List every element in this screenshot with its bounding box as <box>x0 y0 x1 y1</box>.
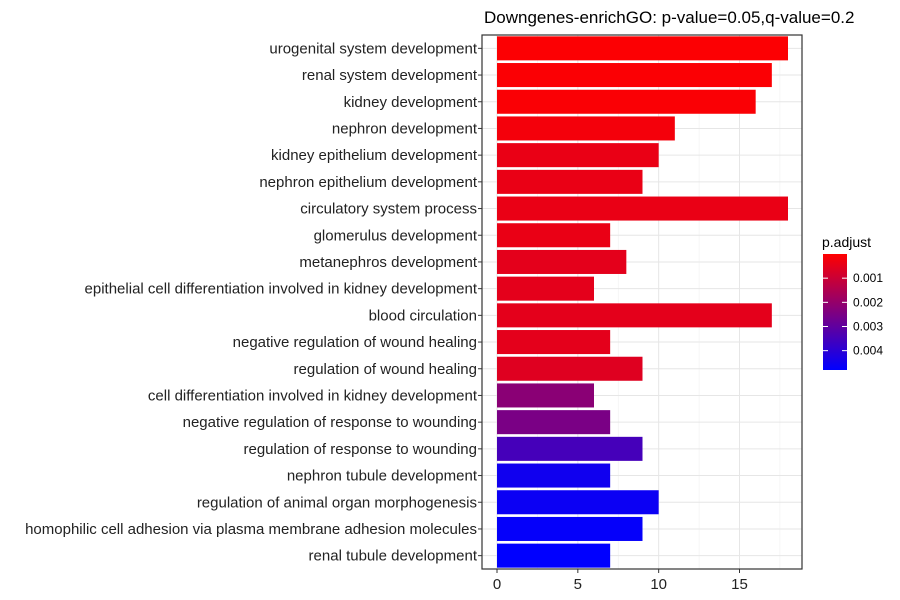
category-label: metanephros development <box>299 254 477 271</box>
bar <box>497 249 627 274</box>
bar <box>497 169 643 194</box>
bar <box>497 143 659 168</box>
x-tick-label: 0 <box>493 576 501 593</box>
legend-colorbar <box>823 254 847 370</box>
category-label: urogenital system development <box>269 40 477 57</box>
bar <box>497 196 788 221</box>
bar <box>497 36 788 61</box>
category-label: negative regulation of wound healing <box>233 334 477 351</box>
category-label: negative regulation of response to wound… <box>183 414 477 431</box>
bar <box>497 383 594 408</box>
category-label: nephron tubule development <box>287 468 478 485</box>
bar <box>497 463 611 488</box>
bar <box>497 223 611 248</box>
plot-grid <box>482 35 802 569</box>
bar <box>497 89 756 114</box>
category-labels: urogenital system development renal syste… <box>25 40 482 565</box>
legend-tick-label: 0.001 <box>853 271 883 285</box>
category-label: nephron development <box>332 120 478 137</box>
bar <box>497 356 643 381</box>
bar <box>497 330 611 355</box>
category-label: regulation of wound healing <box>294 361 477 378</box>
x-tick-label: 5 <box>574 576 582 593</box>
bar <box>497 543 611 568</box>
category-label: regulation of animal organ morphogenesis <box>197 494 477 511</box>
category-label: epithelial cell differentiation involved… <box>85 281 478 298</box>
x-tick-label: 15 <box>731 576 748 593</box>
bar <box>497 276 594 301</box>
bars <box>497 36 788 568</box>
category-label: nephron epithelium development <box>259 174 477 191</box>
chart-title: Downgenes-enrichGO: p-value=0.05,q-value… <box>484 8 854 27</box>
legend-tick-label: 0.004 <box>853 344 883 358</box>
bar <box>497 63 772 88</box>
category-label: blood circulation <box>369 307 477 324</box>
category-label: renal system development <box>302 67 478 84</box>
bar <box>497 490 659 515</box>
legend-tick-label: 0.003 <box>853 320 883 334</box>
category-label: cell differentiation involved in kidney … <box>148 387 478 404</box>
bar <box>497 303 772 328</box>
category-label: circulatory system process <box>300 201 477 218</box>
bar <box>497 516 643 541</box>
bar <box>497 116 675 141</box>
legend-ticks: 0.001 0.002 0.003 0.004 <box>823 271 883 358</box>
category-label: kidney development <box>344 94 478 111</box>
legend-tick-label: 0.002 <box>853 295 883 309</box>
x-tick-label: 10 <box>650 576 667 593</box>
legend-title: p.adjust <box>822 234 871 250</box>
category-label: regulation of response to wounding <box>244 441 478 458</box>
category-label: homophilic cell adhesion via plasma memb… <box>25 521 477 538</box>
category-label: renal tubule development <box>309 548 478 565</box>
color-legend: p.adjust 0.001 0.002 0.003 0.004 <box>822 234 883 370</box>
bar <box>497 410 611 435</box>
plot-border <box>481 34 803 570</box>
category-label: glomerulus development <box>314 227 478 244</box>
bar <box>497 436 643 461</box>
x-axis-ticks: 0 5 10 15 <box>493 569 748 593</box>
category-label: kidney epithelium development <box>271 147 478 164</box>
